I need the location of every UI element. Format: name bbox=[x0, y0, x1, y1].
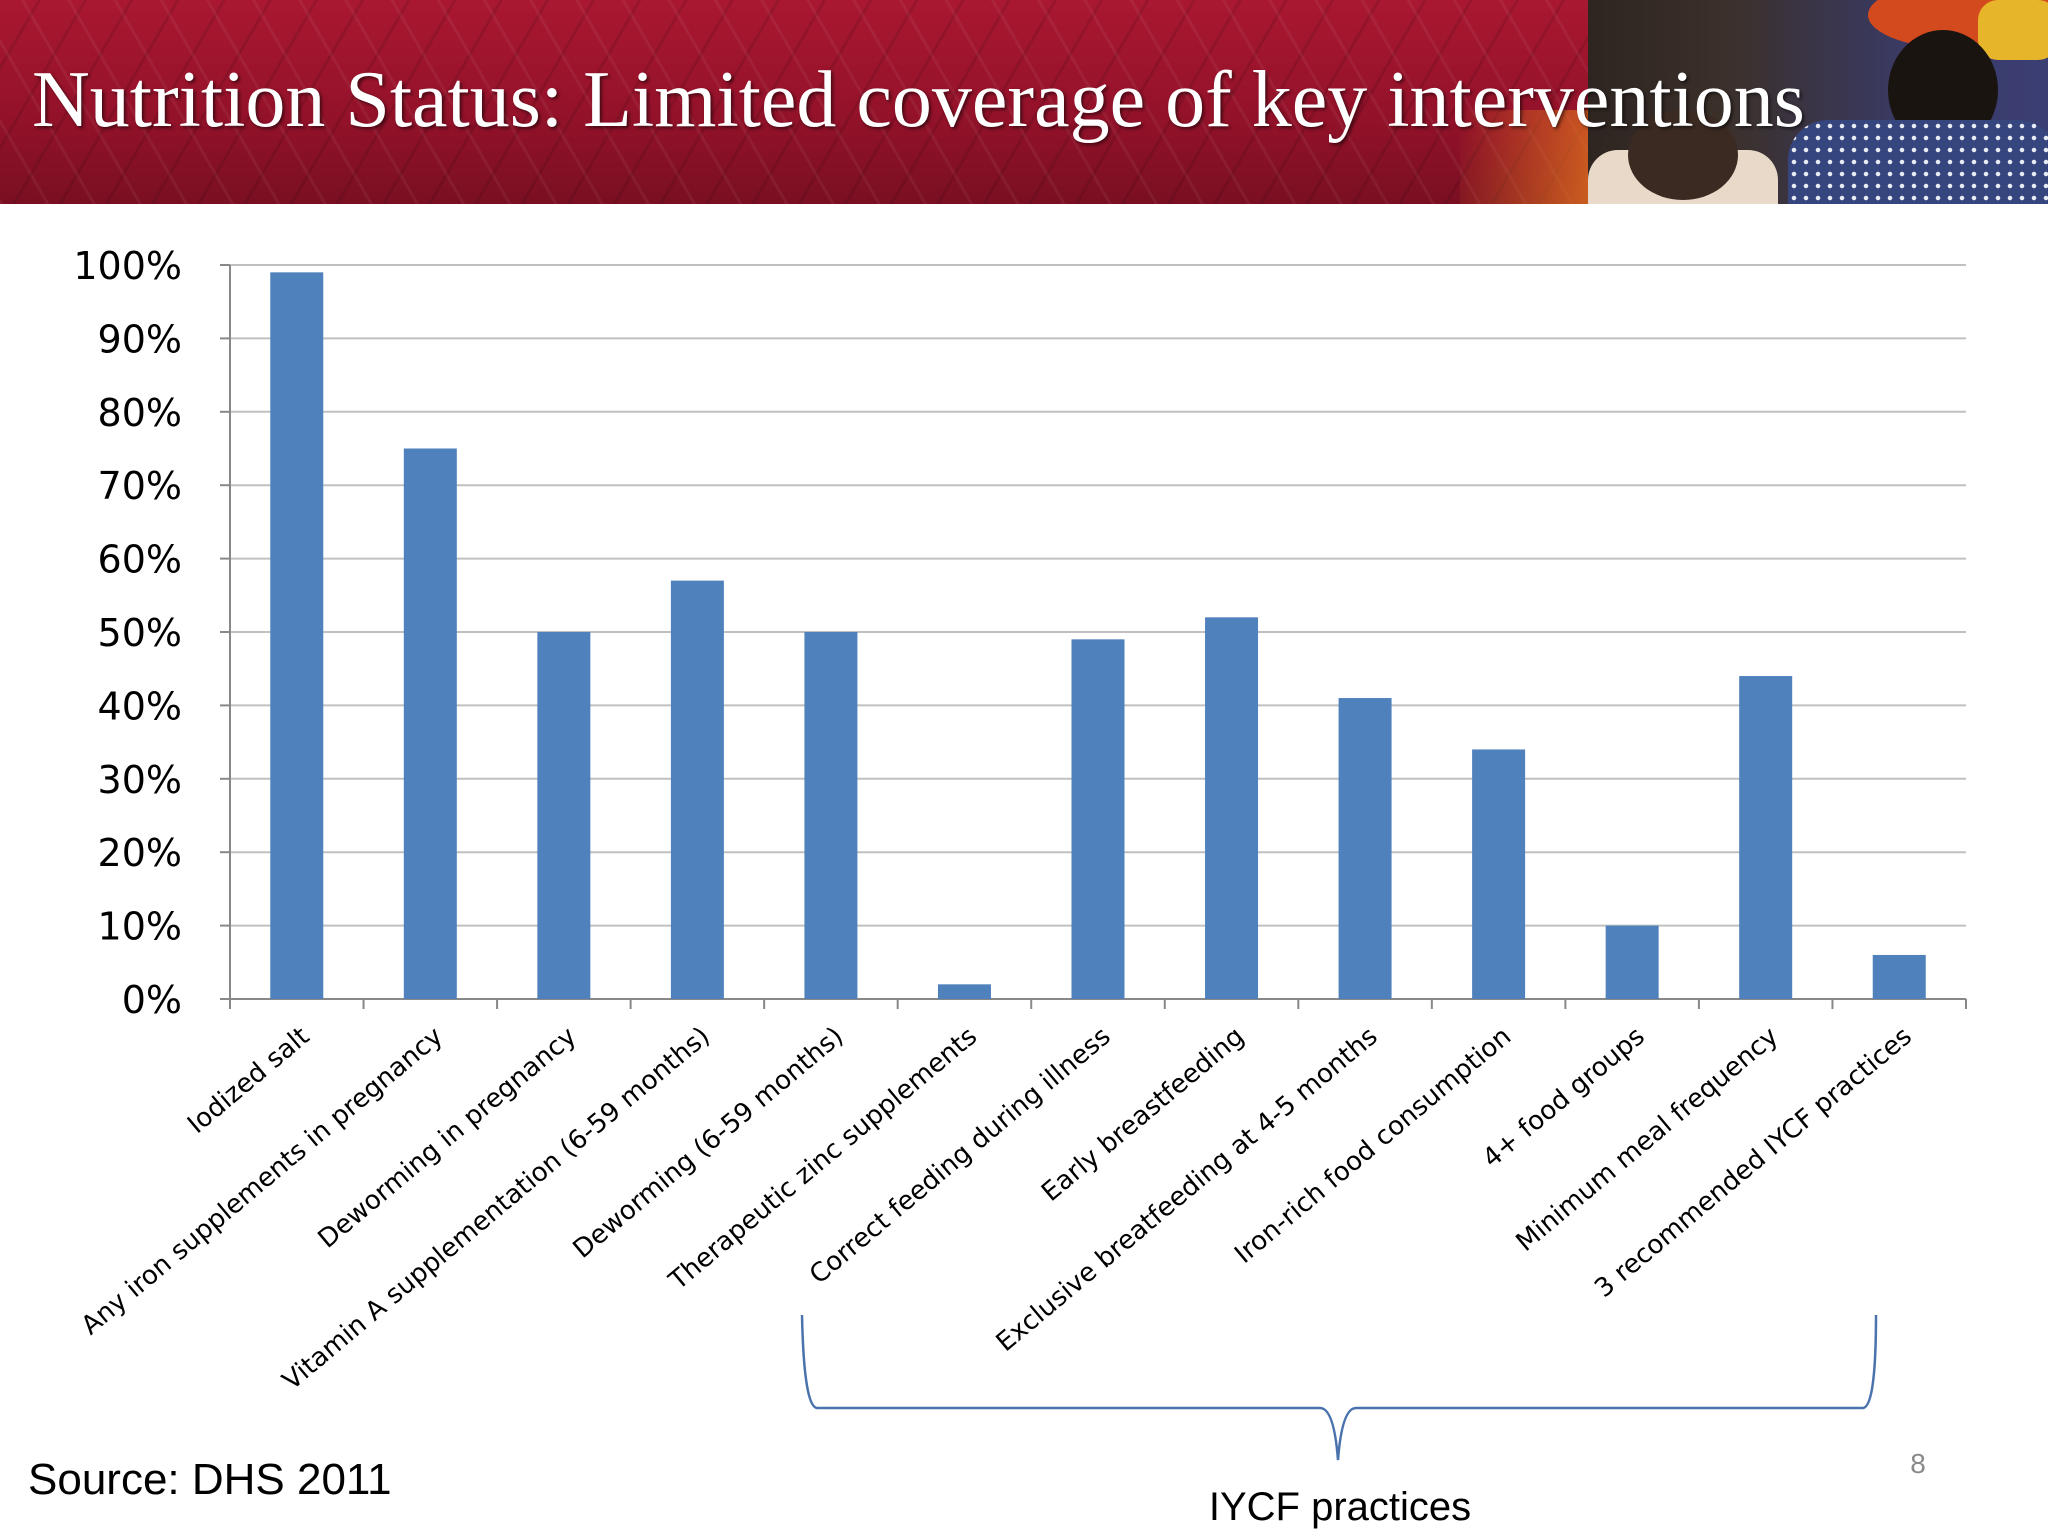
x-category-label: Minimum meal frequency bbox=[1511, 1021, 1785, 1257]
bar bbox=[937, 984, 991, 999]
y-tick-label: 30% bbox=[98, 758, 182, 802]
iycf-bracket bbox=[800, 1314, 1878, 1461]
slide-header: Nutrition Status: Limited coverage of ke… bbox=[0, 0, 2048, 204]
y-tick-label: 50% bbox=[98, 611, 182, 655]
x-category-label: Iron-rich food consumption bbox=[1229, 1021, 1517, 1269]
bar bbox=[1872, 954, 1926, 999]
y-tick-label: 0% bbox=[122, 978, 182, 1022]
iycf-bracket-label: IYCF practices bbox=[1208, 1485, 1472, 1529]
photo-baby-face bbox=[1628, 110, 1738, 200]
x-category-label: Iodized salt bbox=[182, 1021, 315, 1140]
y-tick-label: 20% bbox=[98, 831, 182, 875]
x-category-label: Deworming in pregnancy bbox=[313, 1021, 583, 1254]
y-tick-label: 70% bbox=[98, 464, 182, 508]
bar bbox=[1472, 749, 1526, 999]
y-tick-label: 80% bbox=[98, 391, 182, 435]
bar bbox=[1338, 698, 1392, 999]
bar bbox=[1605, 925, 1659, 999]
source-note: Source: DHS 2011 bbox=[28, 1455, 392, 1504]
y-tick-label: 10% bbox=[98, 905, 182, 949]
x-category-label: Deworming (6-59 months) bbox=[568, 1021, 850, 1264]
photo-polka-dot-dress bbox=[1788, 120, 2048, 204]
bar bbox=[1205, 617, 1259, 999]
bar bbox=[1071, 639, 1125, 999]
y-tick-label: 90% bbox=[98, 317, 182, 361]
y-axis-tick-labels: 0% 10% 20% 30% 40% 50% 60% 70% 80% 90% 100% bbox=[73, 244, 182, 1022]
mother-child-photo bbox=[1588, 0, 2048, 204]
bars bbox=[270, 272, 1926, 1000]
bar bbox=[670, 580, 724, 999]
photo-headscarf-accent bbox=[1978, 0, 2048, 60]
y-tick-label: 40% bbox=[98, 684, 182, 728]
bar bbox=[804, 632, 858, 999]
page-number: 8 bbox=[1910, 1448, 1926, 1479]
y-tick-label: 100% bbox=[73, 244, 182, 288]
bar bbox=[270, 272, 324, 1000]
bar bbox=[1739, 676, 1793, 999]
bar bbox=[537, 632, 591, 999]
bar bbox=[403, 448, 457, 999]
y-tick-label: 60% bbox=[98, 538, 182, 582]
slide-title: Nutrition Status: Limited coverage of ke… bbox=[32, 56, 1805, 144]
